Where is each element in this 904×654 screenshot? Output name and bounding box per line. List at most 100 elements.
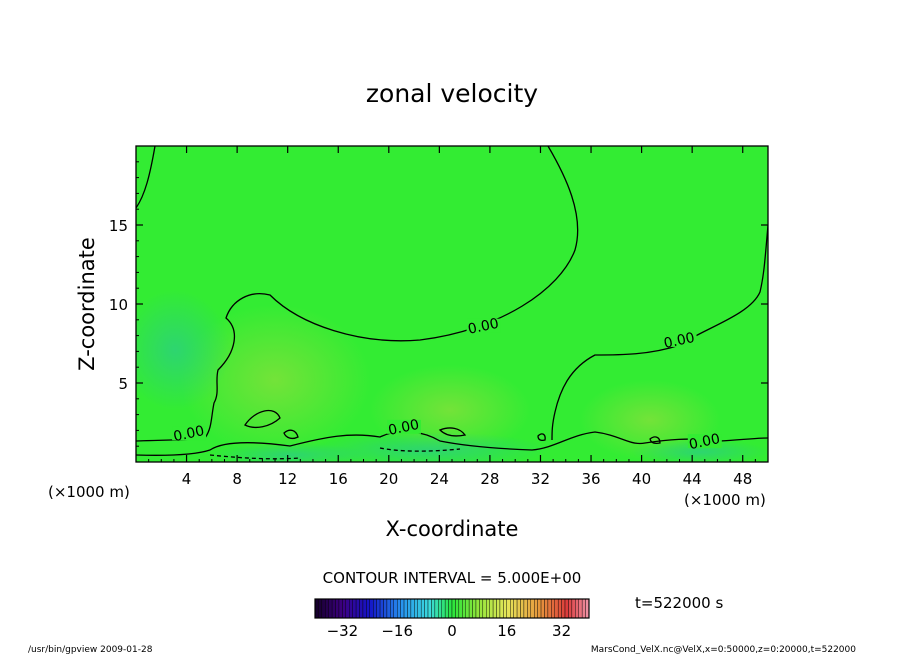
contour-line — [136, 146, 579, 442]
x-tick-label: 20 — [379, 470, 398, 488]
contour-label-bg — [687, 434, 722, 449]
x-tick-label: 24 — [430, 470, 449, 488]
colorbar-cell — [575, 598, 579, 619]
x-tick-label: 4 — [182, 470, 192, 488]
cool-anomaly — [630, 440, 768, 462]
footer-left: /usr/bin/gpview 2009-01-28 — [28, 645, 153, 654]
contour-line — [136, 430, 768, 456]
contour-label-bg — [466, 318, 501, 333]
colorbar-frame — [314, 598, 590, 619]
colorbar-tick-label: 0 — [447, 622, 457, 640]
cool-anomaly — [310, 432, 550, 462]
colorbar-cell — [410, 598, 415, 619]
colorbar-cell — [578, 598, 583, 619]
x-tick-label: 36 — [581, 470, 600, 488]
x-tick-label: 12 — [278, 470, 297, 488]
colorbar-cell — [342, 598, 347, 619]
colorbar-cell — [472, 598, 477, 619]
colorbar-cell — [581, 598, 586, 619]
footer-right: MarsCond_VelX.nc@VelX,x=0:50000,z=0:2000… — [591, 645, 856, 654]
contour-line — [551, 224, 768, 441]
contour-label-bg — [662, 332, 697, 347]
x-tick-label: 48 — [733, 470, 752, 488]
x-axis-label: X-coordinate — [386, 517, 519, 541]
contour-label-bg — [386, 419, 421, 434]
colorbar-cell — [321, 598, 326, 619]
colorbar-cell — [349, 598, 353, 619]
colorbar-cell — [465, 598, 470, 619]
colorbar-cell — [427, 598, 432, 619]
colorbar-cell — [397, 598, 401, 619]
y-tick-label: 10 — [109, 296, 128, 314]
colorbar-cell — [451, 598, 456, 619]
colorbar-cell — [345, 598, 350, 619]
colorbar-cell — [448, 598, 453, 619]
colorbar-cell — [468, 598, 473, 619]
contour-line — [244, 409, 281, 429]
contour-label: 0.00 — [172, 423, 206, 445]
colorbar-cell — [503, 598, 507, 619]
x-tick-label: 28 — [480, 470, 499, 488]
y-tick-label: 15 — [109, 217, 128, 235]
colorbar-tick-label: 32 — [552, 622, 571, 640]
colorbar-cell — [486, 598, 490, 619]
y-axis-label: Z-coordinate — [75, 237, 99, 371]
colorbar-cell — [325, 598, 329, 619]
colorbar-cell — [400, 598, 405, 619]
contour-labels: 0.00 0.00 0.00 0.00 0.00 — [172, 316, 722, 453]
colorbar-cell — [455, 598, 460, 619]
colorbar-cell — [458, 598, 463, 619]
contour-label: 0.00 — [662, 330, 696, 352]
warm-anomaly — [580, 380, 720, 460]
colorbar-cell — [499, 598, 504, 619]
x-tick-label: 8 — [232, 470, 242, 488]
colorbar-cell — [434, 598, 439, 619]
colorbar-cell — [438, 598, 442, 619]
colorbar-cell — [561, 598, 566, 619]
colorbar-cell — [414, 598, 418, 619]
colorbar-cell — [393, 598, 398, 619]
colorbar-cell — [551, 598, 555, 619]
colorbar-cell — [373, 598, 377, 619]
colorbar-cell — [355, 598, 360, 619]
time-label: t=522000 s — [635, 594, 723, 612]
contour-line — [209, 454, 301, 460]
colorbar-cell — [571, 598, 576, 619]
colorbar-cell — [407, 598, 412, 619]
plot-area: 0.00 0.00 0.00 0.00 0.00 — [136, 146, 768, 462]
y-tick-label: 5 — [118, 375, 128, 393]
colorbar-cell — [376, 598, 381, 619]
colorbar-tick-label: −32 — [327, 622, 359, 640]
colorbar-cell — [318, 598, 323, 619]
colorbar-cell — [475, 598, 480, 619]
colorbar-cell — [479, 598, 484, 619]
chart-title: zonal velocity — [366, 79, 538, 108]
colorbar — [314, 598, 590, 619]
colorbar-cell — [338, 598, 343, 619]
colorbar-cell — [379, 598, 384, 619]
contour-line — [379, 447, 461, 452]
x-unit-left: (×1000 m) — [48, 483, 130, 501]
colorbar-cell — [417, 598, 422, 619]
colorbar-cell — [564, 598, 569, 619]
colorbar-cell — [530, 598, 535, 619]
cool-anomaly — [136, 290, 230, 410]
colorbar-cell — [403, 598, 408, 619]
colorbar-cell — [366, 598, 370, 619]
contour-label: 0.00 — [466, 316, 500, 338]
contour-line — [283, 429, 299, 440]
colorbar-cell — [492, 598, 497, 619]
colorbar-cell — [547, 598, 552, 619]
x-unit-right: (×1000 m) — [684, 491, 766, 509]
colorbar-cell — [513, 598, 518, 619]
colorbar-cell — [482, 598, 487, 619]
colorbar-cell — [523, 598, 528, 619]
colorbar-cell — [441, 598, 446, 619]
colorbar-tick-label: 16 — [497, 622, 516, 640]
x-tick-label: 40 — [632, 470, 651, 488]
contour-label: 0.00 — [688, 431, 722, 453]
cool-anomaly — [210, 443, 370, 462]
colorbar-cell — [520, 598, 525, 619]
